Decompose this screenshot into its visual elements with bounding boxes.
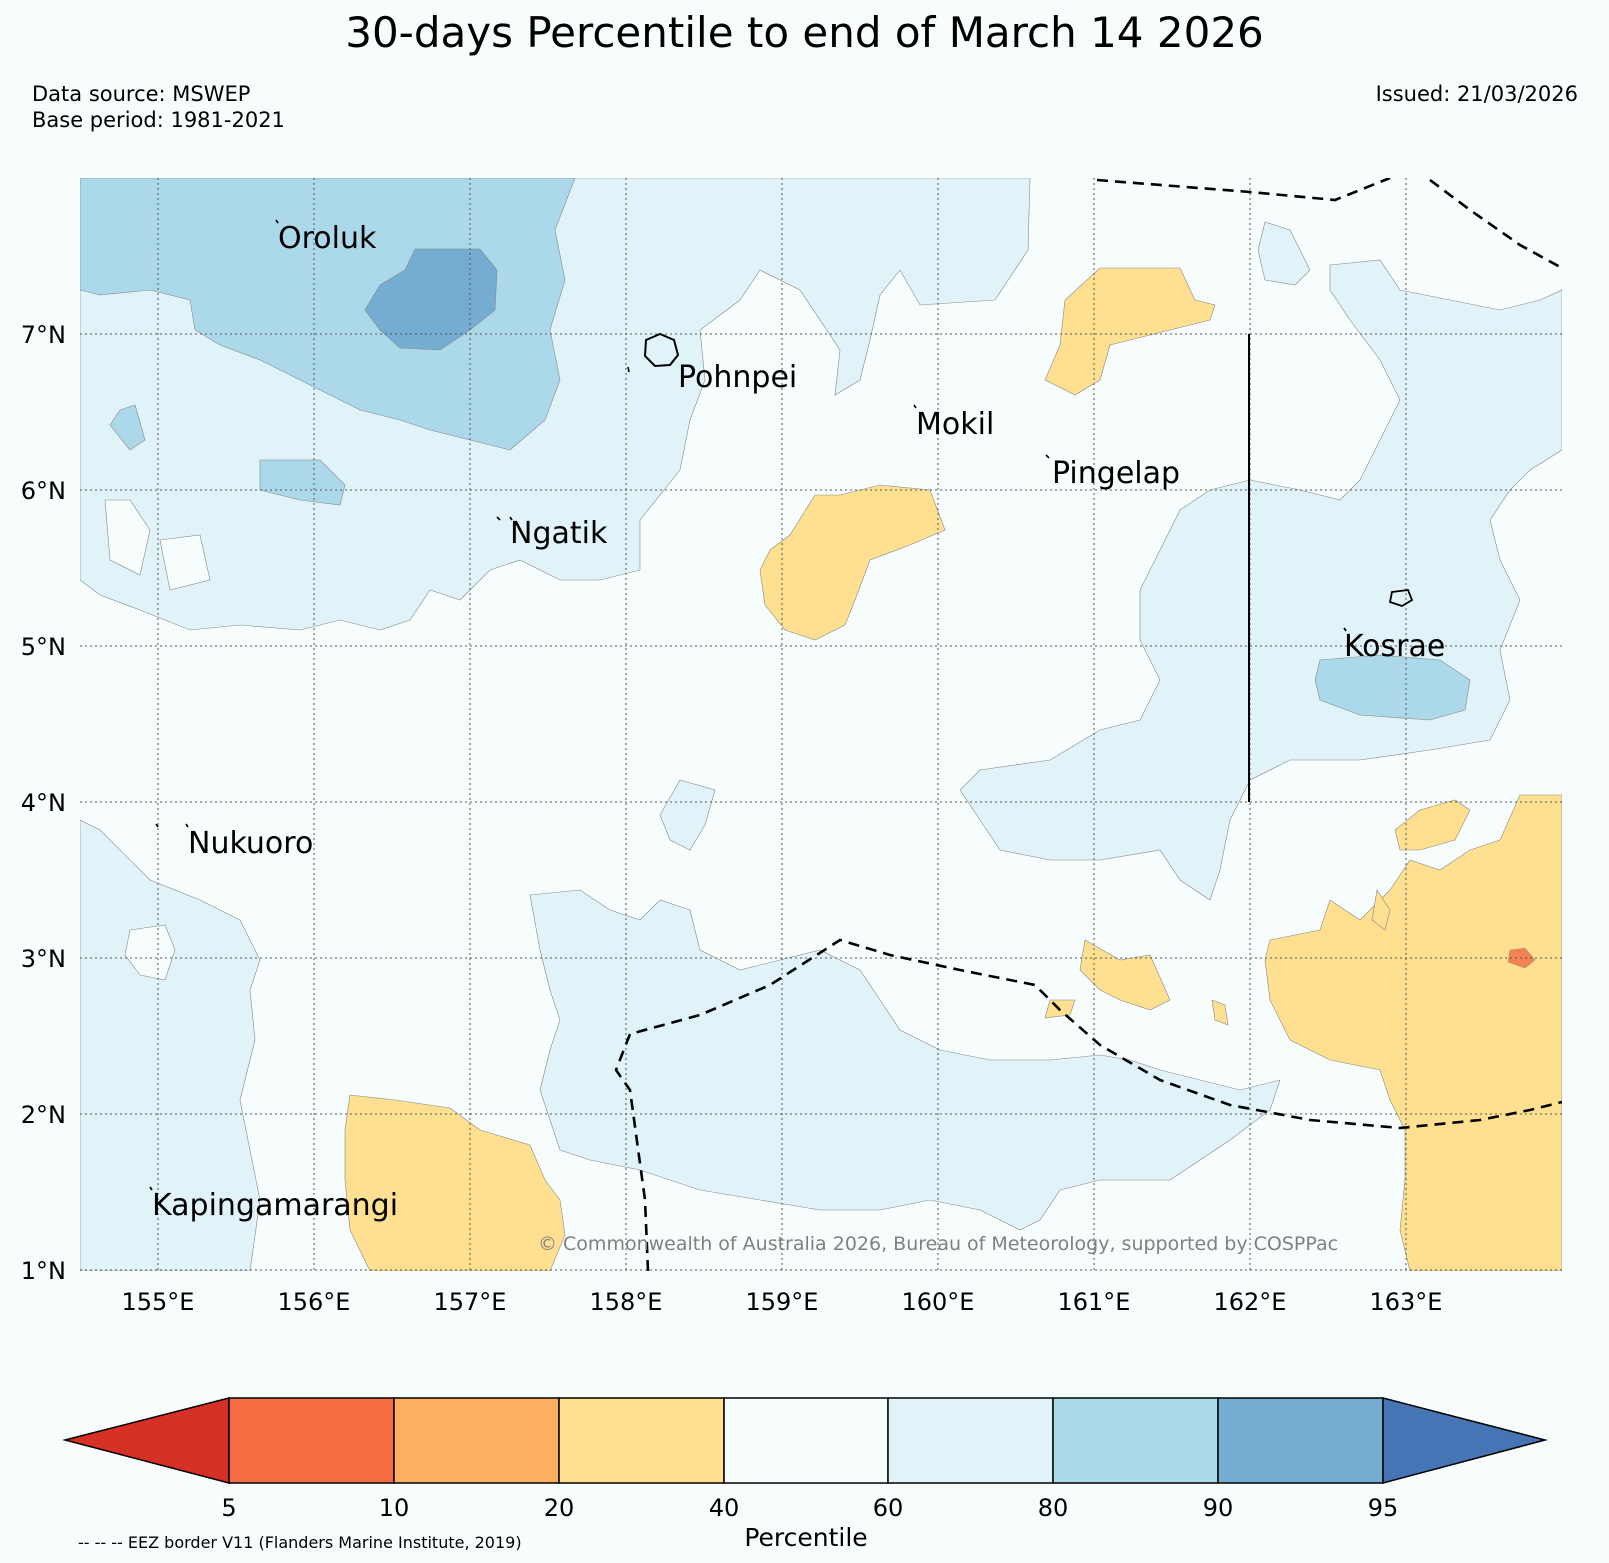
longitude-labels: 155°E 156°E 157°E 158°E 159°E 160°E 161°…	[122, 1288, 1443, 1316]
place-label-pohnpei: Pohnpei	[678, 360, 797, 395]
base-period-text: Base period: 1981-2021	[32, 108, 285, 132]
contour-80-90-kosrae	[1314, 654, 1471, 721]
percentile-contours	[80, 178, 1562, 1271]
lat-label: 4°N	[21, 789, 66, 817]
colorbar-segment	[228, 1397, 395, 1484]
lon-label: 156°E	[278, 1288, 351, 1316]
colorbar-tick: 80	[1038, 1494, 1069, 1522]
latitude-labels: 7°N 6°N 5°N 4°N 3°N 2°N 1°N	[21, 321, 66, 1285]
colorbar-tick: 90	[1203, 1494, 1234, 1522]
contour-90-95-oroluk	[364, 248, 498, 351]
contour-80-90-northwest	[80, 178, 576, 451]
lon-label: 158°E	[590, 1288, 663, 1316]
lat-label: 1°N	[21, 1257, 66, 1285]
lat-label: 5°N	[21, 633, 66, 661]
lat-label: 3°N	[21, 945, 66, 973]
eez-border-note: -- -- -- EEZ border V11 (Flanders Marine…	[78, 1533, 522, 1552]
place-labels: Oroluk Pohnpei Mokil Pingelap Ngatik Kos…	[152, 221, 1445, 1223]
contour-20-40-southeast	[1264, 794, 1562, 1271]
contour-20-40-north	[1044, 267, 1216, 396]
colorbar-tick: 20	[544, 1494, 575, 1522]
place-label-pingelap: Pingelap	[1052, 456, 1180, 491]
place-label-mokil: Mokil	[916, 407, 994, 442]
colorbar-segment	[723, 1397, 889, 1484]
colorbar-segment	[558, 1397, 725, 1484]
colorbar-segment	[887, 1397, 1054, 1484]
colorbar-tick: 5	[221, 1494, 236, 1522]
place-label-kapingamarangi: Kapingamarangi	[152, 1188, 398, 1223]
issued-date-text: Issued: 21/03/2026	[1375, 82, 1578, 106]
lon-label: 155°E	[122, 1288, 195, 1316]
lon-label: 162°E	[1214, 1288, 1287, 1316]
colorbar-segment	[393, 1397, 560, 1484]
colorbar-tick: 10	[379, 1494, 410, 1522]
colorbar-segment	[1217, 1397, 1384, 1484]
colorbar-segment	[1052, 1397, 1219, 1484]
place-label-oroluk: Oroluk	[278, 221, 377, 256]
copyright-credit: © Commonwealth of Australia 2026, Bureau…	[538, 1233, 1338, 1255]
colorbar-tick: 60	[873, 1494, 904, 1522]
lat-label: 2°N	[21, 1101, 66, 1129]
data-source-text: Data source: MSWEP	[32, 82, 251, 106]
lon-label: 160°E	[902, 1288, 975, 1316]
atoll-marks	[149, 219, 1347, 1191]
place-label-ngatik: Ngatik	[510, 516, 608, 551]
colorbar-tick: 40	[709, 1494, 740, 1522]
colorbar-segment	[1382, 1397, 1548, 1484]
place-label-kosrae: Kosrae	[1344, 629, 1445, 664]
lon-label: 159°E	[746, 1288, 819, 1316]
colorbar	[62, 1397, 1548, 1484]
contour-20-40-kapinga	[344, 1094, 566, 1271]
lon-label: 157°E	[434, 1288, 507, 1316]
colorbar-ticks: 5 10 20 40 60 80 90 95	[221, 1494, 1398, 1522]
lon-label: 163°E	[1370, 1288, 1443, 1316]
colorbar-title: Percentile	[744, 1523, 867, 1552]
place-label-nukuoro: Nukuoro	[188, 826, 313, 861]
pohnpei-island-icon	[643, 332, 680, 368]
colorbar-tick: 95	[1368, 1494, 1399, 1522]
eez-borders	[614, 178, 1562, 1271]
colorbar-segment	[62, 1397, 230, 1484]
lon-label: 161°E	[1058, 1288, 1131, 1316]
contour-60-80-northeast	[959, 259, 1562, 901]
contour-20-40-central	[759, 484, 946, 641]
lat-label: 7°N	[21, 321, 66, 349]
kosrae-island-icon	[1388, 589, 1414, 607]
map-title: 30-days Percentile to end of March 14 20…	[345, 8, 1264, 57]
lat-label: 6°N	[21, 477, 66, 505]
graticule	[80, 178, 1562, 1271]
